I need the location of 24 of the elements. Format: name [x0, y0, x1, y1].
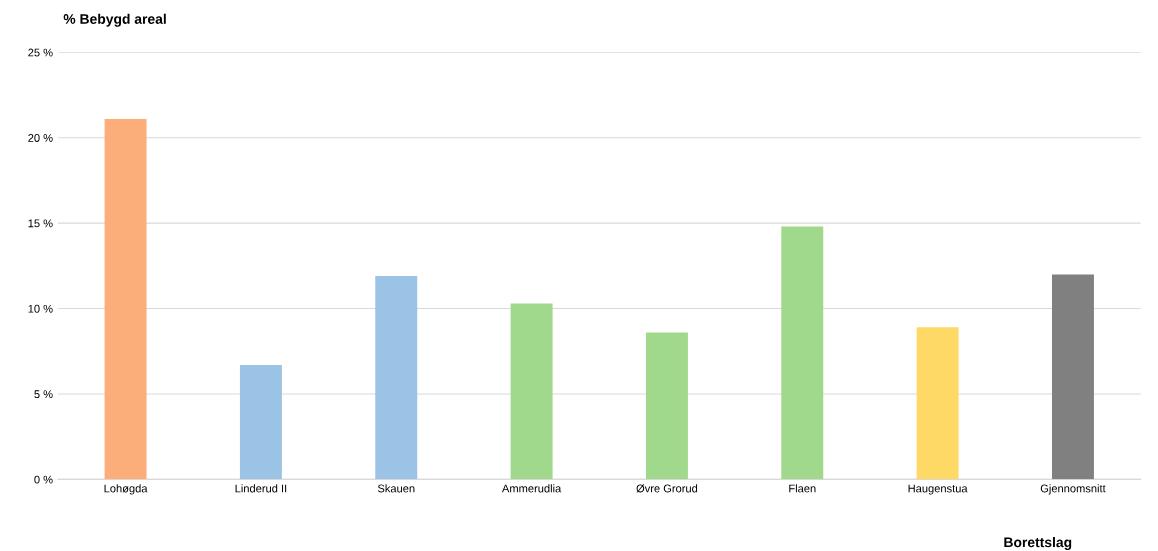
bar [781, 226, 824, 480]
x-tick-label: Gjennomsnitt [1040, 484, 1106, 495]
bar [375, 276, 418, 480]
bar [916, 327, 959, 480]
x-tick-label: Ammerudlia [501, 484, 562, 493]
x-tick-label: Linderud II [235, 484, 287, 493]
y-axis-title: % Bebygd areal [63, 13, 166, 27]
y-tick-label: 20 % [28, 134, 53, 142]
bar [104, 118, 147, 480]
bar [239, 364, 282, 480]
x-tick-label: Øvre Grorud [636, 484, 698, 493]
bar [645, 332, 688, 480]
y-tick-label: 5 % [34, 390, 53, 399]
bar [1051, 274, 1094, 480]
y-tick-label: 15 % [28, 219, 53, 228]
x-tick-label: Haugenstua [908, 484, 968, 495]
x-tick-label: Skauen [377, 484, 415, 493]
bar [510, 303, 553, 480]
y-tick-label: 0 % [34, 475, 53, 484]
x-tick-label: Lohøgda [104, 484, 148, 495]
y-tick-label: 25 % [28, 48, 53, 57]
y-tick-label: 10 % [28, 304, 53, 313]
x-tick-label: Flaen [789, 484, 816, 493]
x-axis-title: Borettslag [1004, 537, 1072, 551]
